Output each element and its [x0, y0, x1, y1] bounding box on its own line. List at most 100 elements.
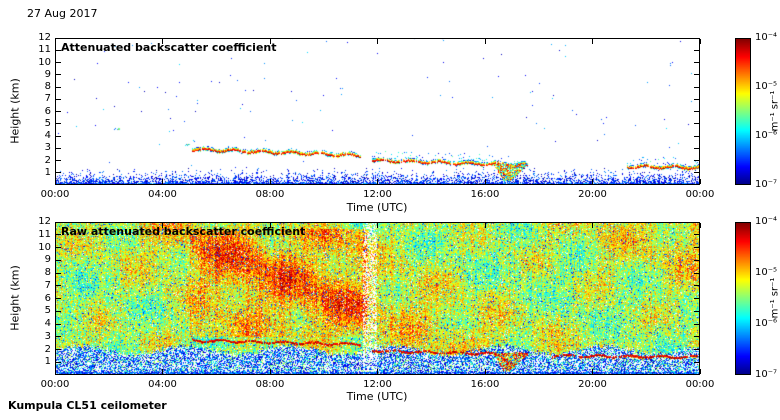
axis-tick [694, 349, 699, 350]
axis-tick [56, 272, 61, 274]
axis-tick [162, 179, 163, 184]
y-tick-label: 10 [38, 56, 51, 68]
axis-tick [592, 179, 593, 184]
y-tick-label: 4 [44, 318, 51, 329]
x-tick-label: 20:00 [578, 379, 607, 390]
axis-tick [54, 223, 56, 228]
axis-tick [694, 160, 699, 161]
panel-title-bottom: Raw attenuated backscatter coefficient [61, 225, 306, 238]
colorbar-tick-label: 10⁻⁴ [755, 216, 778, 227]
y-tick-label: 6 [44, 292, 51, 304]
x-axis-label-bottom: Time (UTC) [346, 390, 408, 403]
colorbar-tick-label: 10⁻⁴ [755, 32, 778, 43]
axis-tick [56, 298, 61, 299]
axis-tick [56, 172, 61, 174]
colorbar-tick-label: 10⁻⁷ [755, 369, 778, 380]
axis-tick [592, 39, 593, 44]
axis-tick [56, 111, 61, 112]
x-tick-label: 00:00 [685, 189, 715, 200]
axis-tick [694, 123, 699, 125]
colorbar-unit-top: m⁻¹ sr⁻¹ [769, 90, 780, 132]
axis-tick [694, 361, 699, 363]
x-tick-label: 20:00 [578, 189, 607, 200]
axis-tick [694, 98, 699, 100]
x-tick-label: 04:00 [148, 379, 177, 390]
panel-title-top: Attenuated backscatter coefficient [61, 41, 277, 54]
axis-tick [694, 49, 699, 51]
x-tick-label: 00:00 [685, 379, 715, 390]
axis-tick [694, 135, 699, 137]
colorbar-tick-label: 10⁻⁷ [755, 179, 778, 190]
axis-tick [56, 62, 61, 63]
axis-tick [56, 361, 61, 363]
axis-tick [56, 285, 61, 287]
y-tick-label: 3 [44, 142, 51, 154]
axis-tick [269, 369, 271, 374]
axis-tick [699, 179, 701, 184]
y-tick-label: 5 [44, 117, 51, 129]
colorbar-bottom [735, 222, 751, 375]
y-tick-label: 12 [38, 216, 51, 227]
axis-tick [484, 179, 486, 184]
axis-tick [56, 160, 61, 161]
axis-tick [694, 259, 699, 261]
axis-tick [56, 49, 61, 51]
axis-tick [694, 172, 699, 174]
axis-tick [56, 74, 61, 76]
axis-tick [162, 223, 163, 228]
y-axis-label-top: Height (km) [8, 78, 22, 144]
axis-tick [377, 369, 378, 374]
axis-tick [56, 123, 61, 125]
axis-tick [54, 179, 56, 184]
y-tick-label: 8 [44, 81, 51, 92]
attenuated-backscatter-heatmap [55, 38, 700, 185]
y-tick-label: 9 [44, 254, 51, 266]
y-tick-label: 1 [44, 166, 51, 178]
axis-tick [694, 310, 699, 312]
axis-tick [592, 369, 593, 374]
colorbar-tick-label: 10⁻⁵ [755, 81, 778, 92]
axis-tick [56, 234, 61, 236]
axis-tick [269, 39, 271, 44]
y-tick-label: 11 [38, 228, 51, 240]
date-label: 27 Aug 2017 [27, 7, 98, 20]
axis-tick [694, 37, 699, 39]
y-tick-label: 7 [44, 93, 51, 105]
axis-tick [694, 247, 699, 248]
axis-tick [484, 223, 486, 228]
axis-tick [56, 86, 61, 88]
axis-tick [56, 336, 61, 338]
axis-tick [694, 298, 699, 299]
y-tick-label: 3 [44, 330, 51, 342]
raw-backscatter-heatmap [55, 222, 700, 375]
y-tick-label: 11 [38, 44, 51, 56]
axis-tick [56, 135, 61, 137]
y-tick-label: 6 [44, 105, 51, 117]
y-tick-label: 9 [44, 68, 51, 80]
axis-tick [56, 259, 61, 261]
y-tick-label: 12 [38, 32, 51, 43]
colorbar-top [735, 38, 751, 185]
axis-tick [694, 285, 699, 287]
instrument-label: Kumpula CL51 ceilometer [8, 399, 167, 412]
axis-tick [694, 323, 699, 325]
y-tick-label: 4 [44, 130, 51, 141]
x-tick-label: 00:00 [40, 189, 70, 200]
axis-tick [694, 147, 699, 149]
axis-tick [56, 310, 61, 312]
axis-tick [269, 223, 271, 228]
axis-tick [269, 179, 271, 184]
y-tick-label: 1 [44, 356, 51, 368]
x-tick-label: 08:00 [255, 379, 285, 390]
axis-tick [377, 39, 378, 44]
y-tick-label: 5 [44, 305, 51, 317]
axis-tick [56, 147, 61, 149]
axis-tick [694, 272, 699, 274]
axis-tick [56, 221, 61, 223]
colorbar-tick-label: 10⁻⁶ [755, 318, 778, 329]
axis-tick [694, 62, 699, 63]
axis-tick [484, 369, 486, 374]
colorbar-unit-bottom: m⁻¹ sr⁻¹ [769, 277, 780, 319]
axis-tick [699, 223, 701, 228]
